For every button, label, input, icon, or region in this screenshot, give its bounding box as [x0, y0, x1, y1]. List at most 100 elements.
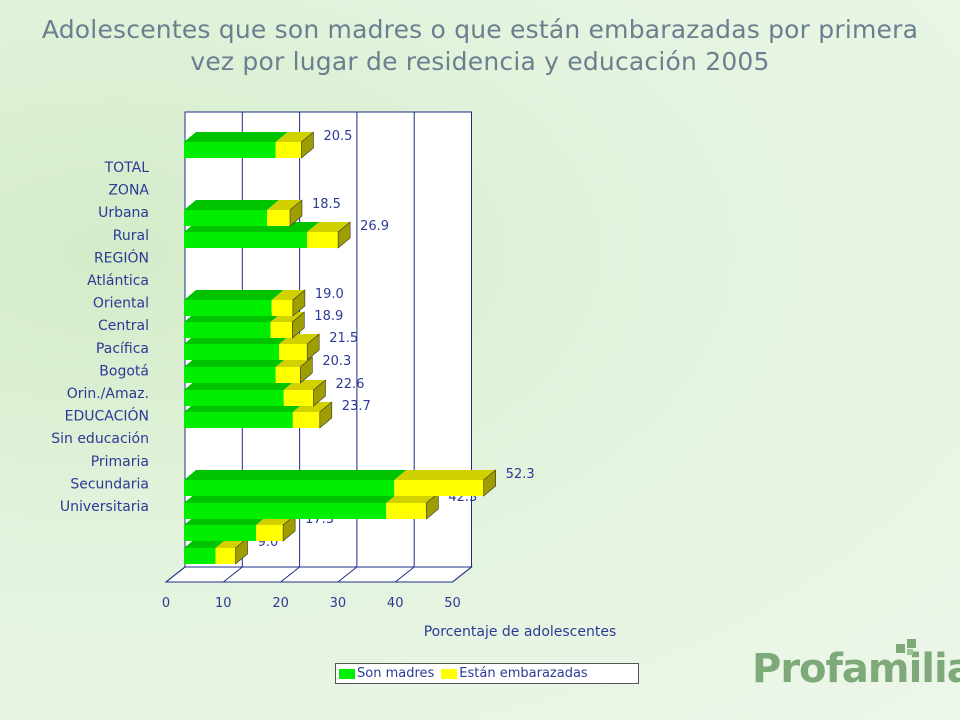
x-tick-label: 20 — [272, 596, 289, 611]
gridline-floor-20 — [280, 566, 300, 583]
bar-side-face — [306, 333, 320, 361]
bar-son-madres — [184, 132, 288, 158]
legend-swatch-embarazadas — [441, 668, 458, 679]
x-tick-label: 50 — [444, 596, 461, 611]
bar-son-madres-front — [184, 525, 257, 541]
category-label: Rural — [113, 228, 149, 244]
bar-son-madres — [184, 493, 399, 519]
bar-son-madres-front — [184, 300, 272, 316]
plot-floor — [164, 566, 473, 583]
bar-side-face — [300, 356, 313, 384]
bar-value-label: 26.9 — [360, 219, 389, 234]
bar-embarazadas-front — [279, 344, 308, 360]
bar-son-madres-front — [184, 390, 284, 406]
chart-title: Adolescentes que son madres o que están … — [0, 14, 960, 78]
gridline-floor-10 — [222, 566, 243, 583]
bar-value-label: 23.7 — [342, 399, 371, 414]
bar-value-label: 52.3 — [506, 467, 535, 482]
bar-embarazadas-front — [394, 480, 484, 496]
bar-value-label: 21.5 — [329, 331, 358, 346]
bar-embarazadas-top — [394, 470, 496, 480]
x-axis-title: Porcentaje de adolescentes — [424, 624, 617, 640]
bar-side-face — [483, 469, 496, 497]
category-label: Pacífica — [96, 341, 149, 357]
bar-embarazadas-front — [386, 503, 427, 519]
bar-embarazadas-front — [292, 412, 320, 428]
legend-label-son-madres: Son madres — [357, 666, 435, 681]
bar-embarazadas-front — [270, 322, 293, 338]
bar-son-madres-front — [184, 548, 216, 564]
chart-legend: Son madres Están embarazadas — [335, 663, 639, 684]
plot-side-edge — [165, 566, 186, 583]
bar-side-face — [292, 289, 306, 317]
bar-side-face — [337, 221, 351, 249]
category-label: Oriental — [93, 296, 149, 312]
bar-embarazadas-top — [267, 200, 303, 210]
bar-value-label: 19.0 — [315, 287, 344, 302]
bar-son-madres-front — [184, 142, 276, 158]
bar-embarazadas — [270, 312, 305, 338]
bar-embarazadas-front — [267, 210, 291, 226]
category-label: Universitaria — [60, 499, 149, 515]
bar-son-madres-front — [184, 322, 271, 338]
bar-value-label: 22.6 — [335, 377, 364, 392]
bar-side-face — [301, 131, 314, 159]
bar-embarazadas — [307, 222, 351, 248]
bar-embarazadas-top — [271, 290, 305, 300]
category-label: Secundaria — [70, 476, 149, 492]
bar-son-madres-top — [184, 290, 284, 300]
gridline-floor-30 — [337, 566, 358, 583]
bar-side-face — [319, 401, 333, 429]
bar-side-face — [235, 537, 248, 565]
bar-embarazadas-front — [215, 548, 236, 564]
bar-son-madres-front — [184, 480, 395, 496]
x-tick-label: 40 — [387, 596, 404, 611]
bar-side-face — [289, 199, 303, 227]
category-label: Primaria — [91, 454, 149, 470]
bar-son-madres-top — [184, 470, 407, 480]
bar-son-madres — [184, 200, 280, 226]
category-label: Atlántica — [87, 273, 149, 289]
bar-son-madres-top — [184, 132, 288, 142]
category-label: Urbana — [98, 205, 149, 221]
category-label: Bogotá — [99, 363, 149, 379]
bar-embarazadas-top — [307, 222, 351, 232]
category-label: Orin./Amaz. — [67, 386, 149, 402]
chart-title-line1: Adolescentes que son madres o que están … — [41, 15, 919, 44]
bar-embarazadas-front — [307, 232, 339, 248]
category-label: TOTAL — [104, 160, 150, 176]
bar-son-madres-front — [184, 412, 293, 428]
bar-son-madres — [184, 470, 407, 496]
chart-title-line2: vez por lugar de residencia y educación … — [190, 47, 770, 76]
category-label: Central — [98, 318, 149, 334]
gridline-floor-50 — [452, 566, 472, 583]
bar-son-madres — [184, 380, 296, 406]
bar-son-madres-top — [184, 200, 280, 210]
category-label: EDUCACIÓN — [65, 407, 149, 425]
x-tick-label: 0 — [162, 596, 170, 611]
logo-leaf-icon — [896, 639, 916, 655]
bar-embarazadas-front — [283, 390, 314, 406]
legend-swatch-son-madres — [339, 668, 355, 679]
bar-side-face — [291, 311, 305, 339]
bar-embarazadas-front — [275, 142, 302, 158]
bar-son-madres-front — [184, 210, 268, 226]
bar-embarazadas — [394, 470, 496, 496]
legend-label-embarazadas: Están embarazadas — [459, 666, 588, 681]
x-tick-label: 30 — [330, 596, 347, 611]
logo-text: Profamilia — [752, 646, 960, 692]
category-label: ZONA — [108, 183, 149, 199]
bar-son-madres — [184, 357, 288, 383]
category-label: REGIÓN — [94, 248, 149, 266]
bar-embarazadas — [267, 200, 303, 226]
bar-side-face — [426, 492, 439, 520]
category-label: Sin educación — [51, 431, 149, 447]
profamilia-logo: Profamilia — [752, 636, 960, 696]
bar-son-madres-front — [184, 503, 387, 519]
gridline-floor-40 — [394, 566, 415, 583]
bar-value-label: 18.5 — [312, 197, 341, 212]
bar-embarazadas-front — [271, 300, 293, 316]
bar-son-madres-front — [184, 344, 280, 360]
legend-item-son-madres: Son madres — [339, 666, 434, 681]
bar-side-face — [313, 379, 326, 407]
